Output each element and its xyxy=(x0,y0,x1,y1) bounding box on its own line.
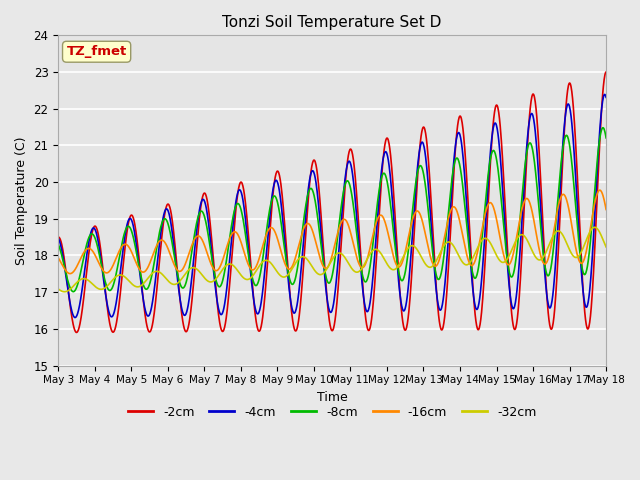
Legend: -2cm, -4cm, -8cm, -16cm, -32cm: -2cm, -4cm, -8cm, -16cm, -32cm xyxy=(123,401,541,424)
Y-axis label: Soil Temperature (C): Soil Temperature (C) xyxy=(15,136,28,264)
Text: TZ_fmet: TZ_fmet xyxy=(67,45,127,58)
X-axis label: Time: Time xyxy=(317,391,348,404)
Title: Tonzi Soil Temperature Set D: Tonzi Soil Temperature Set D xyxy=(223,15,442,30)
